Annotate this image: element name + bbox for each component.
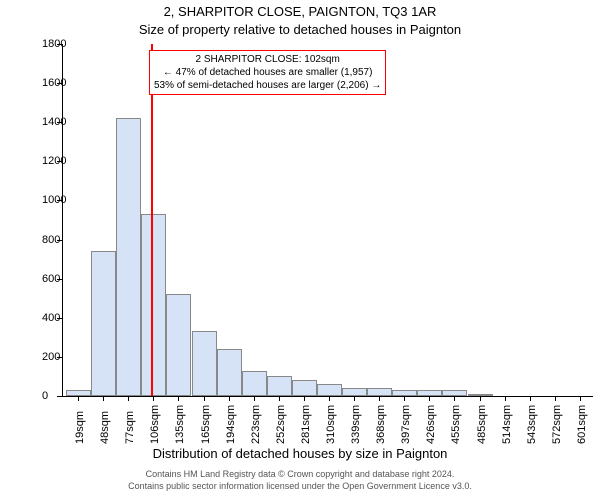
x-tick-label: 77sqm: [124, 411, 136, 444]
x-tick-mark: [454, 396, 455, 401]
y-tick-label: 1000: [42, 194, 54, 206]
y-tick-mark: [57, 396, 62, 397]
x-tick-label: 106sqm: [149, 405, 161, 444]
caption-box: 2 SHARPITOR CLOSE: 102sqm← 47% of detach…: [149, 50, 386, 95]
x-tick-mark: [103, 396, 104, 401]
histogram-bar: [267, 376, 292, 396]
x-tick-mark: [555, 396, 556, 401]
histogram-bar: [192, 331, 217, 396]
y-tick-label: 400: [42, 312, 54, 324]
x-tick-label: 426sqm: [425, 405, 437, 444]
y-tick-mark: [57, 200, 62, 201]
histogram-bar: [292, 380, 317, 396]
x-tick-mark: [379, 396, 380, 401]
x-tick-mark: [78, 396, 79, 401]
x-tick-label: 543sqm: [526, 405, 538, 444]
x-tick-label: 485sqm: [476, 405, 488, 444]
caption-line: 53% of semi-detached houses are larger (…: [154, 79, 381, 92]
x-tick-label: 310sqm: [325, 405, 337, 444]
y-tick-mark: [57, 44, 62, 45]
x-tick-mark: [480, 396, 481, 401]
x-tick-mark: [304, 396, 305, 401]
x-tick-mark: [404, 396, 405, 401]
x-tick-mark: [329, 396, 330, 401]
y-tick-mark: [57, 279, 62, 280]
histogram-bar: [166, 294, 191, 396]
y-tick-label: 1200: [42, 155, 54, 167]
footer-line2: Contains public sector information licen…: [128, 481, 472, 491]
histogram-bar: [317, 384, 342, 396]
y-tick-label: 1400: [42, 116, 54, 128]
x-tick-mark: [580, 396, 581, 401]
histogram-bar: [242, 371, 267, 396]
x-tick-label: 223sqm: [250, 405, 262, 444]
histogram-bar: [141, 214, 166, 396]
x-tick-mark: [354, 396, 355, 401]
histogram-bar: [116, 118, 141, 396]
x-tick-mark: [153, 396, 154, 401]
caption-line: 2 SHARPITOR CLOSE: 102sqm: [154, 53, 381, 66]
x-tick-label: 194sqm: [225, 405, 237, 444]
y-tick-label: 0: [42, 390, 54, 402]
x-tick-label: 397sqm: [400, 405, 412, 444]
caption-line: ← 47% of detached houses are smaller (1,…: [154, 66, 381, 79]
x-tick-mark: [178, 396, 179, 401]
y-tick-mark: [57, 357, 62, 358]
x-tick-label: 601sqm: [576, 405, 588, 444]
x-axis-label: Distribution of detached houses by size …: [0, 446, 600, 461]
y-tick-mark: [57, 83, 62, 84]
x-tick-label: 252sqm: [275, 405, 287, 444]
x-tick-mark: [279, 396, 280, 401]
footer-attribution: Contains HM Land Registry data © Crown c…: [0, 468, 600, 492]
y-tick-label: 1800: [42, 38, 54, 50]
x-tick-mark: [254, 396, 255, 401]
chart-subtitle: Size of property relative to detached ho…: [0, 22, 600, 37]
y-tick-mark: [57, 161, 62, 162]
x-tick-label: 455sqm: [450, 405, 462, 444]
x-tick-label: 339sqm: [350, 405, 362, 444]
y-tick-mark: [57, 240, 62, 241]
x-tick-label: 281sqm: [300, 405, 312, 444]
x-tick-mark: [128, 396, 129, 401]
footer-line1: Contains HM Land Registry data © Crown c…: [146, 469, 455, 479]
chart-title: 2, SHARPITOR CLOSE, PAIGNTON, TQ3 1AR: [0, 4, 600, 19]
histogram-bar: [91, 251, 116, 396]
y-tick-mark: [57, 122, 62, 123]
y-tick-mark: [57, 318, 62, 319]
x-tick-label: 48sqm: [99, 411, 111, 444]
x-tick-label: 135sqm: [174, 405, 186, 444]
x-tick-mark: [204, 396, 205, 401]
x-tick-mark: [429, 396, 430, 401]
x-tick-mark: [229, 396, 230, 401]
y-tick-label: 600: [42, 273, 54, 285]
x-tick-label: 165sqm: [200, 405, 212, 444]
x-tick-label: 514sqm: [501, 405, 513, 444]
x-tick-label: 19sqm: [74, 411, 86, 444]
reference-marker: [151, 44, 153, 396]
plot-area: 2 SHARPITOR CLOSE: 102sqm← 47% of detach…: [62, 44, 593, 397]
histogram-bar: [342, 388, 367, 396]
y-tick-label: 800: [42, 234, 54, 246]
histogram-bar: [367, 388, 392, 396]
y-tick-label: 200: [42, 351, 54, 363]
y-tick-label: 1600: [42, 77, 54, 89]
x-tick-mark: [505, 396, 506, 401]
x-tick-label: 368sqm: [375, 405, 387, 444]
x-tick-label: 572sqm: [551, 405, 563, 444]
histogram-bar: [217, 349, 242, 396]
x-tick-mark: [530, 396, 531, 401]
